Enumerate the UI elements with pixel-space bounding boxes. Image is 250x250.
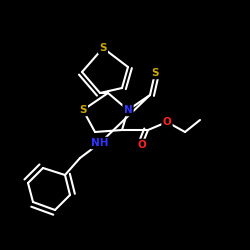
Text: O: O	[162, 117, 172, 127]
Text: S: S	[79, 105, 87, 115]
Text: O: O	[138, 140, 146, 150]
Text: N: N	[124, 105, 132, 115]
Text: S: S	[99, 43, 107, 53]
Text: S: S	[151, 68, 159, 78]
Text: NH: NH	[91, 138, 109, 148]
